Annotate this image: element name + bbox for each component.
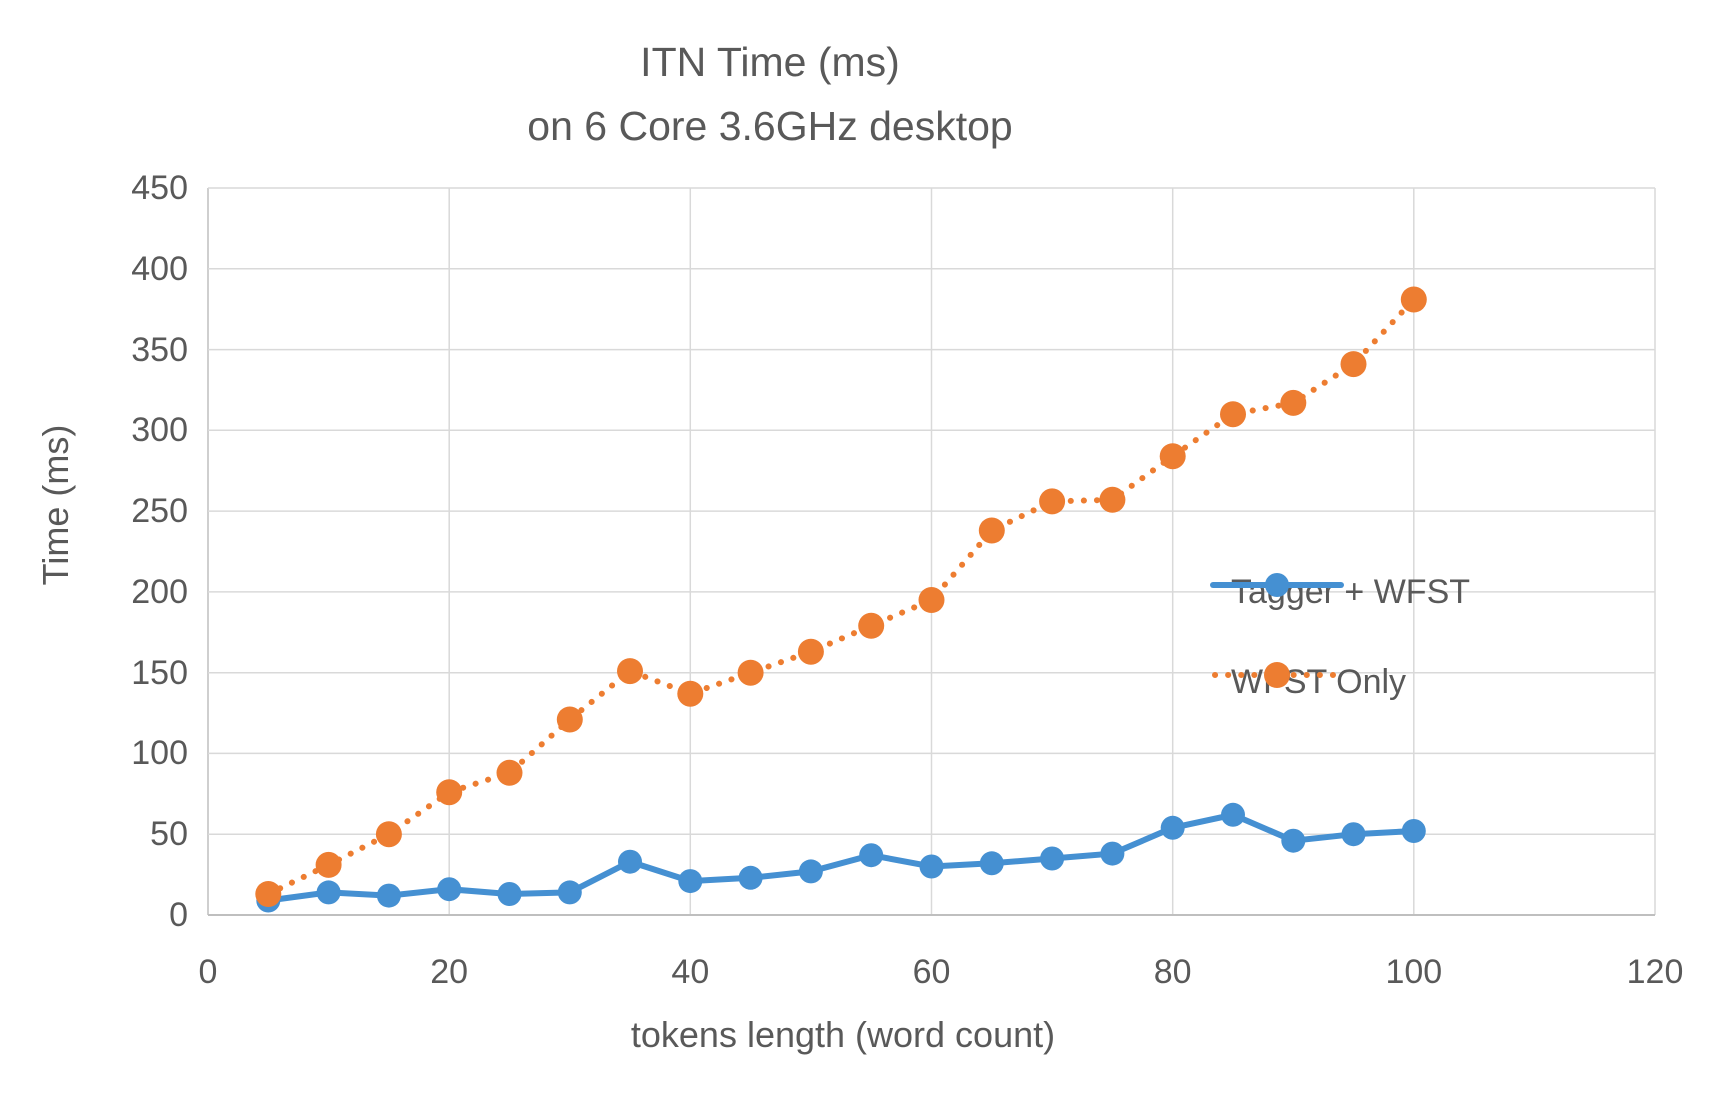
data-point: [496, 759, 523, 786]
data-point: [497, 882, 522, 906]
data-point: [737, 659, 764, 686]
data-point: [436, 779, 463, 806]
data-point: [678, 869, 703, 894]
plot-svg: [207, 187, 1656, 916]
data-point: [557, 880, 582, 905]
x-tick-label-0: 0: [198, 953, 218, 991]
x-tick-label-40: 40: [671, 953, 710, 991]
data-point: [255, 881, 282, 907]
legend-swatch-solid-line: [1210, 573, 1344, 597]
y-tick-label-0: 0: [169, 896, 188, 934]
data-point: [798, 859, 823, 884]
data-point: [375, 821, 402, 848]
data-point: [315, 851, 342, 878]
y-tick-label-300: 300: [131, 411, 188, 450]
data-point: [1040, 846, 1065, 871]
data-point: [556, 706, 583, 733]
chart-title-line2: on 6 Core 3.6GHz desktop: [527, 103, 1013, 149]
data-point: [738, 865, 763, 890]
data-point: [858, 612, 885, 639]
legend-swatch-dotted-line: [1212, 662, 1342, 688]
data-point: [437, 877, 462, 902]
data-point: [1400, 286, 1427, 313]
data-point: [1160, 815, 1185, 840]
data-point: [918, 587, 945, 613]
data-point: [1159, 443, 1186, 470]
legend-item-wfst-only: WFST Only: [1211, 660, 1406, 704]
data-point: [677, 680, 704, 707]
data-point: [1280, 389, 1307, 416]
data-point: [797, 638, 824, 665]
data-point: [1341, 822, 1366, 847]
data-point: [1281, 828, 1306, 853]
data-point: [1401, 819, 1426, 843]
legend-label-wfst-only: WFST Only: [1231, 662, 1407, 701]
y-tick-label-250: 250: [131, 492, 188, 531]
data-point: [859, 843, 884, 868]
chart-title: ITN Time (ms) on 6 Core 3.6GHz desktop: [0, 30, 1540, 158]
x-tick-label-120: 120: [1626, 953, 1684, 991]
x-tick-label-80: 80: [1153, 953, 1192, 991]
data-point: [1340, 351, 1367, 378]
x-tick-label-100: 100: [1385, 953, 1443, 991]
data-point: [1100, 841, 1125, 866]
data-point: [978, 517, 1005, 544]
data-point: [919, 854, 944, 879]
x-tick-label-60: 60: [912, 953, 951, 991]
chart-title-line1: ITN Time (ms): [640, 39, 900, 85]
y-tick-label-150: 150: [131, 653, 188, 692]
data-point: [979, 851, 1004, 876]
y-tick-label-450: 450: [131, 169, 188, 207]
y-tick-label-400: 400: [131, 249, 188, 288]
data-point: [316, 880, 341, 905]
data-point: [1221, 802, 1245, 827]
data-point: [1039, 488, 1066, 515]
x-axis-title: tokens length (word count): [630, 1014, 1056, 1055]
y-tick-label-350: 350: [131, 330, 188, 369]
data-point: [1099, 486, 1126, 513]
y-tick-label-50: 50: [150, 815, 188, 854]
data-point: [1220, 401, 1246, 428]
y-tick-label-100: 100: [131, 734, 188, 773]
data-point: [617, 658, 643, 685]
plot-area: Tagger + WFST WFST Only: [207, 187, 1656, 916]
series-line-1: [265, 296, 1417, 897]
data-point: [376, 883, 401, 908]
y-tick-label-200: 200: [131, 572, 188, 611]
data-point: [618, 849, 642, 874]
x-tick-label-20: 20: [430, 953, 469, 991]
legend-item-tagger-wfst: Tagger + WFST: [1210, 570, 1470, 614]
